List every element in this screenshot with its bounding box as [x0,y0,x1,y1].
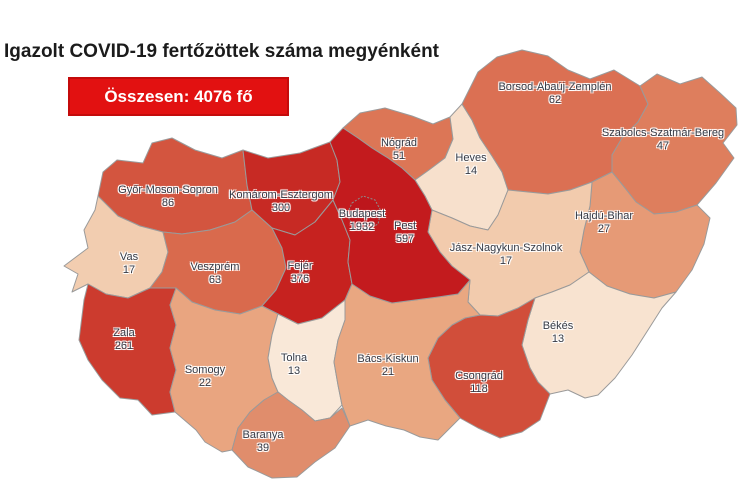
total-badge-label: Összesen: 4076 fő [104,86,253,106]
total-badge: Összesen: 4076 fő [68,77,289,116]
county-pest[interactable] [329,127,471,304]
county-baranya[interactable] [231,391,351,479]
county-budapest[interactable] [346,195,382,232]
county-zala[interactable] [78,283,177,416]
page-title: Igazolt COVID-19 fertőzöttek száma megyé… [4,40,439,62]
county-tolna[interactable] [267,299,346,422]
